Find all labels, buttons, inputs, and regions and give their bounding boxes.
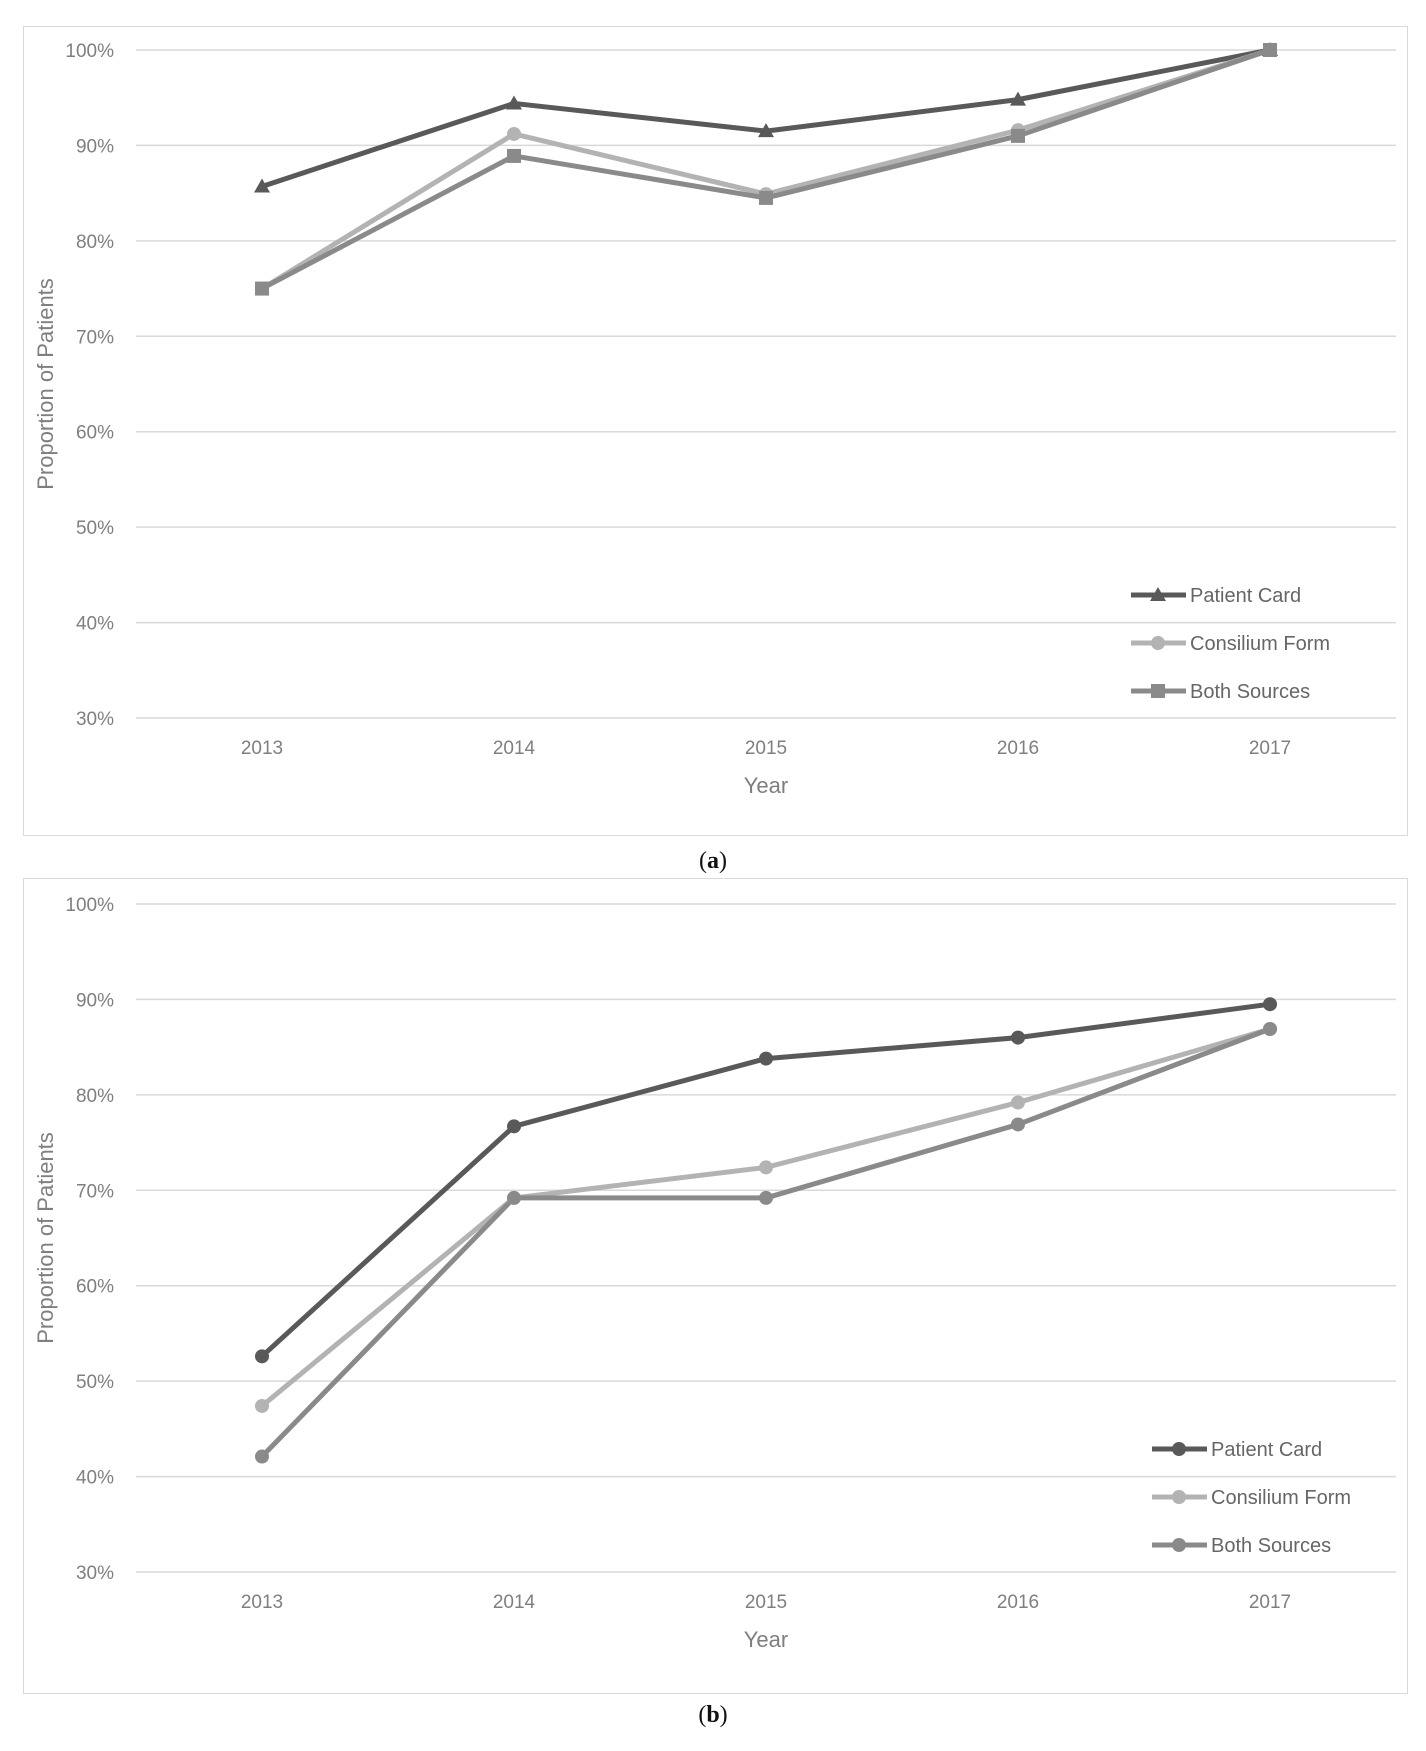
x-tick-label-a-2013: 2013	[241, 738, 283, 759]
x-axis-title-b: Year	[744, 1627, 788, 1652]
y-tick-label-a-90: 90%	[76, 136, 114, 157]
chart-panel-b: 30% 40% 50% 60% 70% 80% 90% 100% 2013 2014 2015 201…	[23, 878, 1408, 1694]
data-point-a-consilium-form-2014	[507, 126, 521, 141]
y-tick-label-b-70: 70%	[76, 1181, 114, 1202]
x-tick-label-b-2017: 2017	[1249, 1592, 1291, 1613]
y-tick-label-a-40: 40%	[76, 614, 114, 635]
legend-marker-a-both-sources	[1151, 684, 1165, 698]
data-point-b-consilium-form-2013	[255, 1398, 269, 1413]
x-tick-label-b-2015: 2015	[745, 1592, 787, 1613]
legend-label-a-patient-card: Patient Card	[1190, 585, 1301, 607]
legend-label-b-consilium-form: Consilium Form	[1211, 1487, 1351, 1509]
y-tick-label-b-100: 100%	[65, 895, 114, 916]
legend-label-b-patient-card: Patient Card	[1211, 1439, 1322, 1461]
data-point-a-both-sources-2017	[1263, 43, 1277, 57]
data-point-a-patient-card-2014	[506, 95, 522, 110]
y-tick-label-b-80: 80%	[76, 1086, 114, 1107]
data-point-b-patient-card-2015	[759, 1051, 773, 1066]
series-line-a-consilium-form	[259, 47, 1273, 292]
data-point-b-both-sources-2015	[759, 1190, 773, 1205]
legend-label-b-both-sources: Both Sources	[1211, 1535, 1331, 1557]
data-point-b-consilium-form-2015	[759, 1160, 773, 1175]
y-tick-label-b-60: 60%	[76, 1277, 114, 1298]
x-tick-label-a-2017: 2017	[1249, 738, 1291, 759]
y-tick-label-a-80: 80%	[76, 232, 114, 253]
legend-marker-b-both-sources	[1172, 1538, 1186, 1552]
data-point-a-patient-card-2015	[758, 123, 774, 138]
legend-label-a-both-sources: Both Sources	[1190, 681, 1310, 703]
x-tick-label-b-2014: 2014	[493, 1592, 536, 1613]
y-tick-label-b-50: 50%	[76, 1372, 114, 1393]
y-tick-label-a-50: 50%	[76, 518, 114, 539]
caption-b: (b)	[698, 1702, 728, 1728]
data-point-a-both-sources-2016	[1011, 128, 1025, 143]
legend-marker-a-consilium-form	[1151, 636, 1165, 650]
data-point-b-both-sources-2014	[507, 1190, 521, 1205]
data-point-b-patient-card-2013	[255, 1349, 269, 1364]
y-tick-label-a-70: 70%	[76, 327, 114, 348]
y-tick-label-b-90: 90%	[76, 990, 114, 1011]
data-point-b-patient-card-2014	[507, 1119, 521, 1134]
y-tick-label-b-40: 40%	[76, 1468, 114, 1489]
data-point-b-both-sources-2017	[1263, 1022, 1277, 1037]
x-tick-label-a-2016: 2016	[997, 738, 1039, 759]
series-line-b-both-sources	[259, 1026, 1273, 1460]
line-chart-b: 30% 40% 50% 60% 70% 80% 90% 100% 2013 2014 2015 201…	[33, 895, 1396, 1652]
data-point-a-both-sources-2014	[507, 148, 521, 163]
line-chart-a: 30% 40% 50% 60% 70% 80% 90% 100% 2013 2014 2015 201…	[33, 41, 1396, 798]
data-point-a-both-sources-2013	[255, 281, 269, 296]
x-tick-label-a-2015: 2015	[745, 738, 787, 759]
data-point-b-both-sources-2016	[1011, 1117, 1025, 1132]
legend-marker-a-patient-card	[1150, 587, 1166, 601]
y-tick-label-b-30: 30%	[76, 1563, 114, 1584]
data-point-a-patient-card-2016	[1010, 91, 1026, 106]
x-tick-label-a-2014: 2014	[493, 738, 536, 759]
data-point-a-both-sources-2015	[759, 190, 773, 205]
data-point-b-both-sources-2013	[255, 1449, 269, 1464]
x-axis-title-a: Year	[744, 773, 788, 798]
chart-panel-a: 30% 40% 50% 60% 70% 80% 90% 100% 2013 2014 2015 201…	[23, 26, 1408, 836]
series-line-a-patient-card	[259, 47, 1273, 189]
x-tick-label-b-2016: 2016	[997, 1592, 1039, 1613]
y-tick-label-a-30: 30%	[76, 709, 114, 730]
x-tick-label-b-2013: 2013	[241, 1592, 283, 1613]
y-tick-label-a-60: 60%	[76, 423, 114, 444]
legend-marker-b-consilium-form	[1172, 1490, 1186, 1504]
data-point-a-patient-card-2013	[254, 178, 270, 193]
legend-marker-b-patient-card	[1172, 1442, 1186, 1456]
data-point-b-patient-card-2017	[1263, 997, 1277, 1012]
y-axis-title-b: Proportion of Patients	[33, 1132, 58, 1344]
data-point-b-consilium-form-2016	[1011, 1095, 1025, 1110]
y-tick-label-a-100: 100%	[65, 41, 114, 62]
legend-label-a-consilium-form: Consilium Form	[1190, 633, 1330, 655]
caption-a: (a)	[699, 848, 727, 874]
y-axis-title-a: Proportion of Patients	[33, 278, 58, 490]
series-line-a-both-sources	[259, 47, 1273, 292]
data-point-b-patient-card-2016	[1011, 1030, 1025, 1045]
